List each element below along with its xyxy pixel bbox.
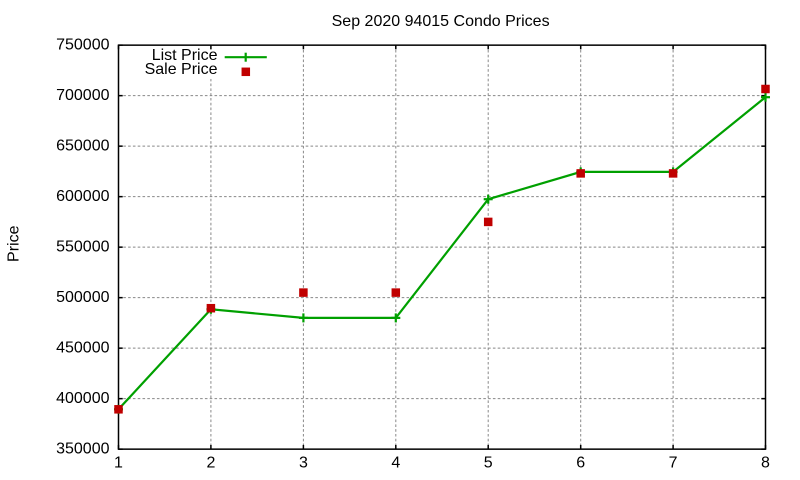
svg-text:750000: 750000	[56, 37, 109, 54]
svg-text:8: 8	[761, 455, 770, 472]
svg-text:650000: 650000	[56, 138, 109, 155]
svg-text:Sep 2020 94015 Condo Prices: Sep 2020 94015 Condo Prices	[332, 13, 550, 30]
svg-text:2: 2	[206, 455, 215, 472]
svg-text:List Price: List Price	[152, 47, 218, 64]
svg-text:7: 7	[669, 455, 678, 472]
svg-text:550000: 550000	[56, 239, 109, 256]
svg-text:6: 6	[576, 455, 585, 472]
svg-text:4: 4	[391, 455, 400, 472]
svg-text:Sale Price: Sale Price	[145, 61, 218, 78]
svg-text:600000: 600000	[56, 188, 109, 205]
svg-text:400000: 400000	[56, 390, 109, 407]
svg-text:Price: Price	[6, 225, 23, 262]
svg-text:500000: 500000	[56, 289, 109, 306]
svg-text:700000: 700000	[56, 87, 109, 104]
svg-text:1: 1	[114, 455, 123, 472]
svg-text:3: 3	[299, 455, 308, 472]
svg-text:5: 5	[484, 455, 493, 472]
svg-text:450000: 450000	[56, 340, 109, 357]
svg-text:350000: 350000	[56, 441, 109, 458]
